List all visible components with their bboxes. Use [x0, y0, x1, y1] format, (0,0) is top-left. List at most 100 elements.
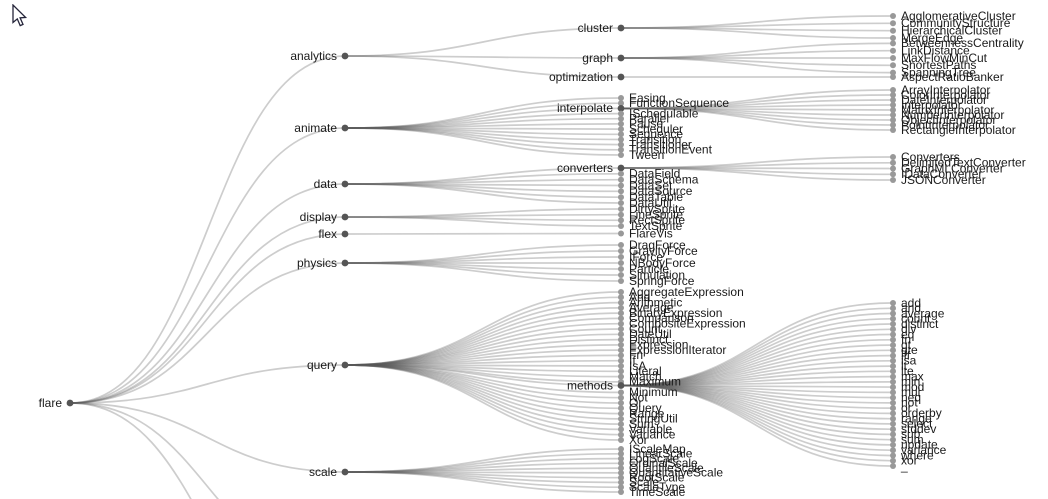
leaf-node-dot[interactable]	[618, 437, 624, 443]
tree-node-interpolate[interactable]: interpolate	[557, 101, 625, 115]
tree-node-FlareVis[interactable]: FlareVis	[618, 226, 673, 240]
tree-node-GravityForce[interactable]: GravityForce	[618, 244, 698, 258]
leaf-node-dot[interactable]	[890, 107, 896, 113]
leaf-node-dot[interactable]	[890, 447, 896, 454]
leaf-node-dot[interactable]	[890, 410, 896, 417]
internal-node-dot[interactable]	[341, 52, 349, 60]
tree-node-Average[interactable]: Average	[618, 301, 674, 315]
tree-node-fn[interactable]: fn	[890, 333, 911, 347]
leaf-node-dot[interactable]	[618, 146, 624, 153]
tree-node-StringUtil[interactable]: StringUtil	[618, 412, 678, 426]
tree-node-update[interactable]: update	[890, 438, 938, 452]
tree-node-iff[interactable]: iff	[890, 348, 911, 362]
tree-node-methods[interactable]: methods	[567, 378, 625, 392]
tree-node-not[interactable]: not	[890, 396, 918, 410]
leaf-node-dot[interactable]	[618, 289, 624, 295]
tree-node-ObjectInterpolator[interactable]: ObjectInterpolator	[890, 113, 996, 127]
tree-node-Scale[interactable]: Scale	[618, 475, 659, 489]
tree-node-OrdinalScale[interactable]: OrdinalScale	[618, 456, 698, 470]
leaf-node-dot[interactable]	[618, 194, 624, 201]
tree-node-analytics[interactable]: analytics	[290, 49, 349, 63]
leaf-node-dot[interactable]	[890, 389, 896, 396]
leaf-node-dot[interactable]	[890, 305, 896, 312]
tree-node-SpringForce[interactable]: SpringForce	[618, 274, 695, 288]
leaf-node-dot[interactable]	[618, 373, 624, 380]
tree-node-stddev[interactable]: stddev	[890, 422, 936, 436]
tree-node-SpanningTree[interactable]: SpanningTree	[890, 65, 976, 79]
tree-node-count[interactable]: count	[890, 312, 931, 326]
tree-node-Simulation[interactable]: Simulation	[618, 268, 685, 282]
tree-node-DateInterpolator[interactable]: DateInterpolator	[890, 93, 987, 107]
leaf-node-dot[interactable]	[618, 131, 624, 138]
tree-node-query[interactable]: query	[307, 358, 349, 372]
tree-node-TextSprite[interactable]: TextSprite	[618, 219, 683, 233]
tree-node-distinct[interactable]: distinct	[890, 317, 939, 331]
leaf-node-dot[interactable]	[890, 357, 896, 364]
leaf-node-dot[interactable]	[618, 310, 624, 317]
tree-node-FunctionSequence[interactable]: FunctionSequence	[618, 96, 729, 110]
tree-node-isa[interactable]: isa	[890, 354, 917, 368]
tree-node-Or[interactable]: Or	[618, 396, 642, 410]
leaf-node-dot[interactable]	[618, 400, 624, 406]
leaf-node-dot[interactable]	[618, 211, 624, 218]
tree-node-or[interactable]: or	[890, 401, 912, 415]
leaf-node-dot[interactable]	[618, 326, 624, 332]
tree-node-AspectRatioBanker[interactable]: AspectRatioBanker	[890, 70, 1004, 84]
tree-node-Sum[interactable]: Sum	[618, 417, 654, 431]
leaf-node-dot[interactable]	[618, 415, 624, 422]
tree-node-lte[interactable]: lte	[890, 364, 914, 378]
leaf-node-dot[interactable]	[890, 171, 896, 178]
leaf-node-dot[interactable]	[890, 154, 896, 160]
leaf-node-dot[interactable]	[890, 405, 896, 412]
leaf-node-dot[interactable]	[618, 230, 624, 237]
leaf-node-dot[interactable]	[890, 394, 896, 401]
tree-node-MaxFlowMinCut[interactable]: MaxFlowMinCut	[890, 51, 988, 65]
leaf-node-dot[interactable]	[890, 363, 896, 370]
tree-node-QuantileScale[interactable]: QuantileScale	[618, 461, 704, 475]
tree-node-div[interactable]: div	[890, 322, 916, 336]
leaf-node-dot[interactable]	[618, 431, 624, 438]
internal-node-dot[interactable]	[617, 382, 625, 389]
tree-node-ShortestPaths[interactable]: ShortestPaths	[890, 58, 976, 72]
leaf-node-dot[interactable]	[618, 176, 624, 183]
leaf-node-dot[interactable]	[618, 336, 624, 343]
tree-node-DelimitedTextConverter[interactable]: DelimitedTextConverter	[890, 156, 1026, 170]
tree-node-neq[interactable]: neq	[890, 390, 921, 404]
tree-node-display[interactable]: display	[300, 210, 349, 224]
tree-node-flex[interactable]: flex	[318, 227, 349, 241]
tree-node-Particle[interactable]: Particle	[618, 262, 669, 276]
leaf-node-dot[interactable]	[618, 421, 624, 428]
leaf-node-dot[interactable]	[618, 242, 624, 248]
tree-node-LineSprite[interactable]: LineSprite	[618, 208, 683, 222]
internal-node-dot[interactable]	[341, 124, 349, 132]
leaf-node-dot[interactable]	[618, 489, 624, 495]
leaf-node-dot[interactable]	[890, 373, 896, 380]
tree-node-DataSet[interactable]: DataSet	[618, 178, 673, 192]
tree-node-AggregateExpression[interactable]: AggregateExpression	[618, 285, 744, 299]
leaf-node-dot[interactable]	[618, 450, 624, 457]
tree-node-LinearScale[interactable]: LinearScale	[618, 447, 693, 461]
leaf-node-dot[interactable]	[890, 159, 896, 166]
tree-node-Sequence[interactable]: Sequence	[618, 127, 683, 141]
leaf-node-dot[interactable]	[890, 431, 896, 438]
tree-node-min[interactable]: min	[890, 375, 920, 389]
tree-node-TimeScale[interactable]: TimeScale	[618, 485, 686, 499]
tree-node-GraphMLConverter[interactable]: GraphMLConverter	[890, 161, 1004, 175]
leaf-node-dot[interactable]	[618, 188, 624, 195]
leaf-node-dot[interactable]	[618, 200, 624, 206]
tree-node-scale[interactable]: scale	[309, 465, 349, 479]
leaf-node-dot[interactable]	[618, 115, 624, 122]
tree-node-DataUtil[interactable]: DataUtil	[618, 196, 672, 210]
internal-node-dot[interactable]	[341, 361, 349, 369]
leaf-node-dot[interactable]	[618, 469, 624, 476]
tree-node-MergeEdge[interactable]: MergeEdge	[890, 31, 963, 45]
tree-node-sub[interactable]: sub	[890, 427, 921, 441]
leaf-node-dot[interactable]	[618, 126, 624, 133]
tree-node-_[interactable]: _	[890, 459, 908, 473]
leaf-node-dot[interactable]	[618, 363, 624, 369]
tree-node-xor[interactable]: xor	[890, 454, 918, 468]
leaf-node-dot[interactable]	[618, 223, 624, 229]
tree-node-TransitionEvent[interactable]: TransitionEvent	[618, 143, 713, 157]
tree-node-Easing[interactable]: Easing	[618, 91, 666, 105]
leaf-node-dot[interactable]	[890, 452, 896, 459]
